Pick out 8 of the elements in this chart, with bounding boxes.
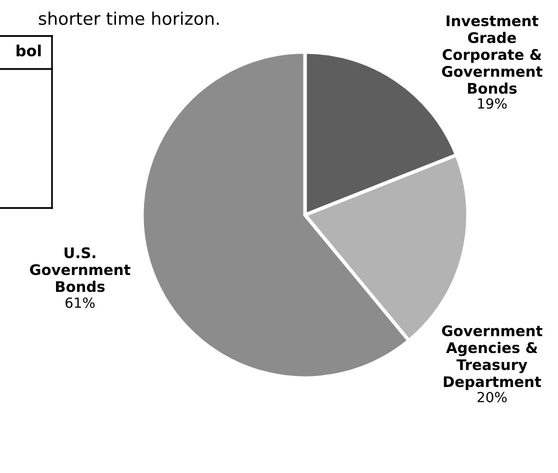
data-label: 61% xyxy=(66,297,95,308)
text: bol xyxy=(16,44,41,56)
data-label: 20% xyxy=(478,392,507,402)
slice-label: Government Agencies & Treasury Department xyxy=(442,325,542,390)
slice-label: Investment Grade Corporate & Government Bonds xyxy=(442,15,542,94)
slice-label: U.S. Government Bonds xyxy=(30,247,130,292)
data-label: 19% xyxy=(478,98,507,109)
text: shorter time horizon. xyxy=(38,12,219,26)
